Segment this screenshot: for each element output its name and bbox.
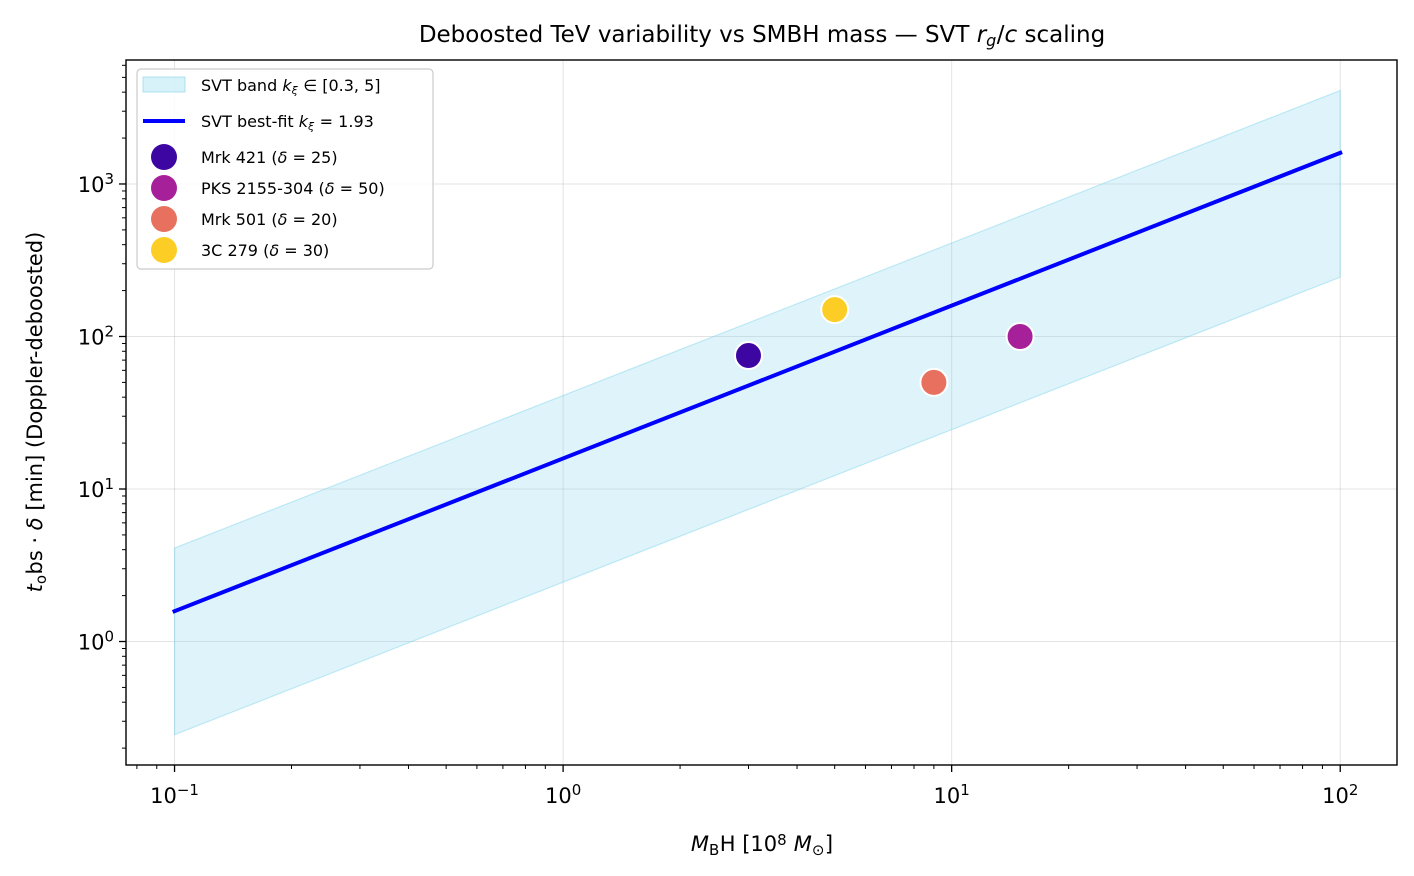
chart-title: Deboosted TeV variability vs SMBH mass —… — [419, 22, 1105, 50]
x-tick-label: 10−1 — [150, 781, 199, 808]
legend-band-label: SVT band kξ ∈ [0.3, 5] — [201, 76, 381, 97]
y-tick-label: 101 — [78, 475, 114, 502]
legend-band-swatch — [142, 76, 186, 93]
legend: SVT band kξ ∈ [0.3, 5] SVT best-fit kξ = … — [136, 68, 434, 270]
x-tick-label: 102 — [1322, 781, 1358, 808]
legend-label-4: 3C 279 (δ = 30) — [201, 241, 329, 260]
legend-marker-4 — [151, 237, 177, 263]
y-tick-label: 102 — [78, 322, 114, 349]
x-axis-label: MB H [108 M⊙ ] — [691, 831, 833, 859]
legend-marker-2 — [151, 175, 177, 201]
plot-frame — [125, 59, 1398, 766]
data-point-1 — [733, 341, 763, 371]
legend-marker-3 — [151, 206, 177, 232]
y-tick-label: 103 — [78, 170, 114, 197]
data-point-4 — [820, 295, 850, 325]
data-points — [733, 295, 1035, 397]
x-tick-label: 100 — [545, 781, 581, 808]
data-point-2 — [1005, 321, 1035, 351]
x-axis-ticks: 10−1 100 101 102 — [136, 765, 1358, 808]
data-point-3 — [919, 367, 949, 397]
legend-line-label: SVT best-fit kξ = 1.93 — [201, 112, 374, 133]
y-tick-label: 100 — [78, 627, 114, 654]
legend-label-2: PKS 2155-304 (δ = 50) — [201, 179, 385, 198]
legend-frame — [136, 68, 434, 270]
y-axis-label: to bs · δ [min] (Doppler-deboosted) — [23, 232, 50, 593]
legend-label-3: Mrk 501 (δ = 20) — [201, 210, 338, 229]
x-tick-label: 101 — [934, 781, 970, 808]
svt-best-fit-line — [171, 150, 1343, 614]
best-fit-layer — [171, 150, 1343, 614]
y-axis-ticks: 100 101 102 103 — [78, 64, 126, 749]
legend-label-1: Mrk 421 (δ = 25) — [201, 148, 338, 167]
legend-marker-1 — [151, 144, 177, 170]
